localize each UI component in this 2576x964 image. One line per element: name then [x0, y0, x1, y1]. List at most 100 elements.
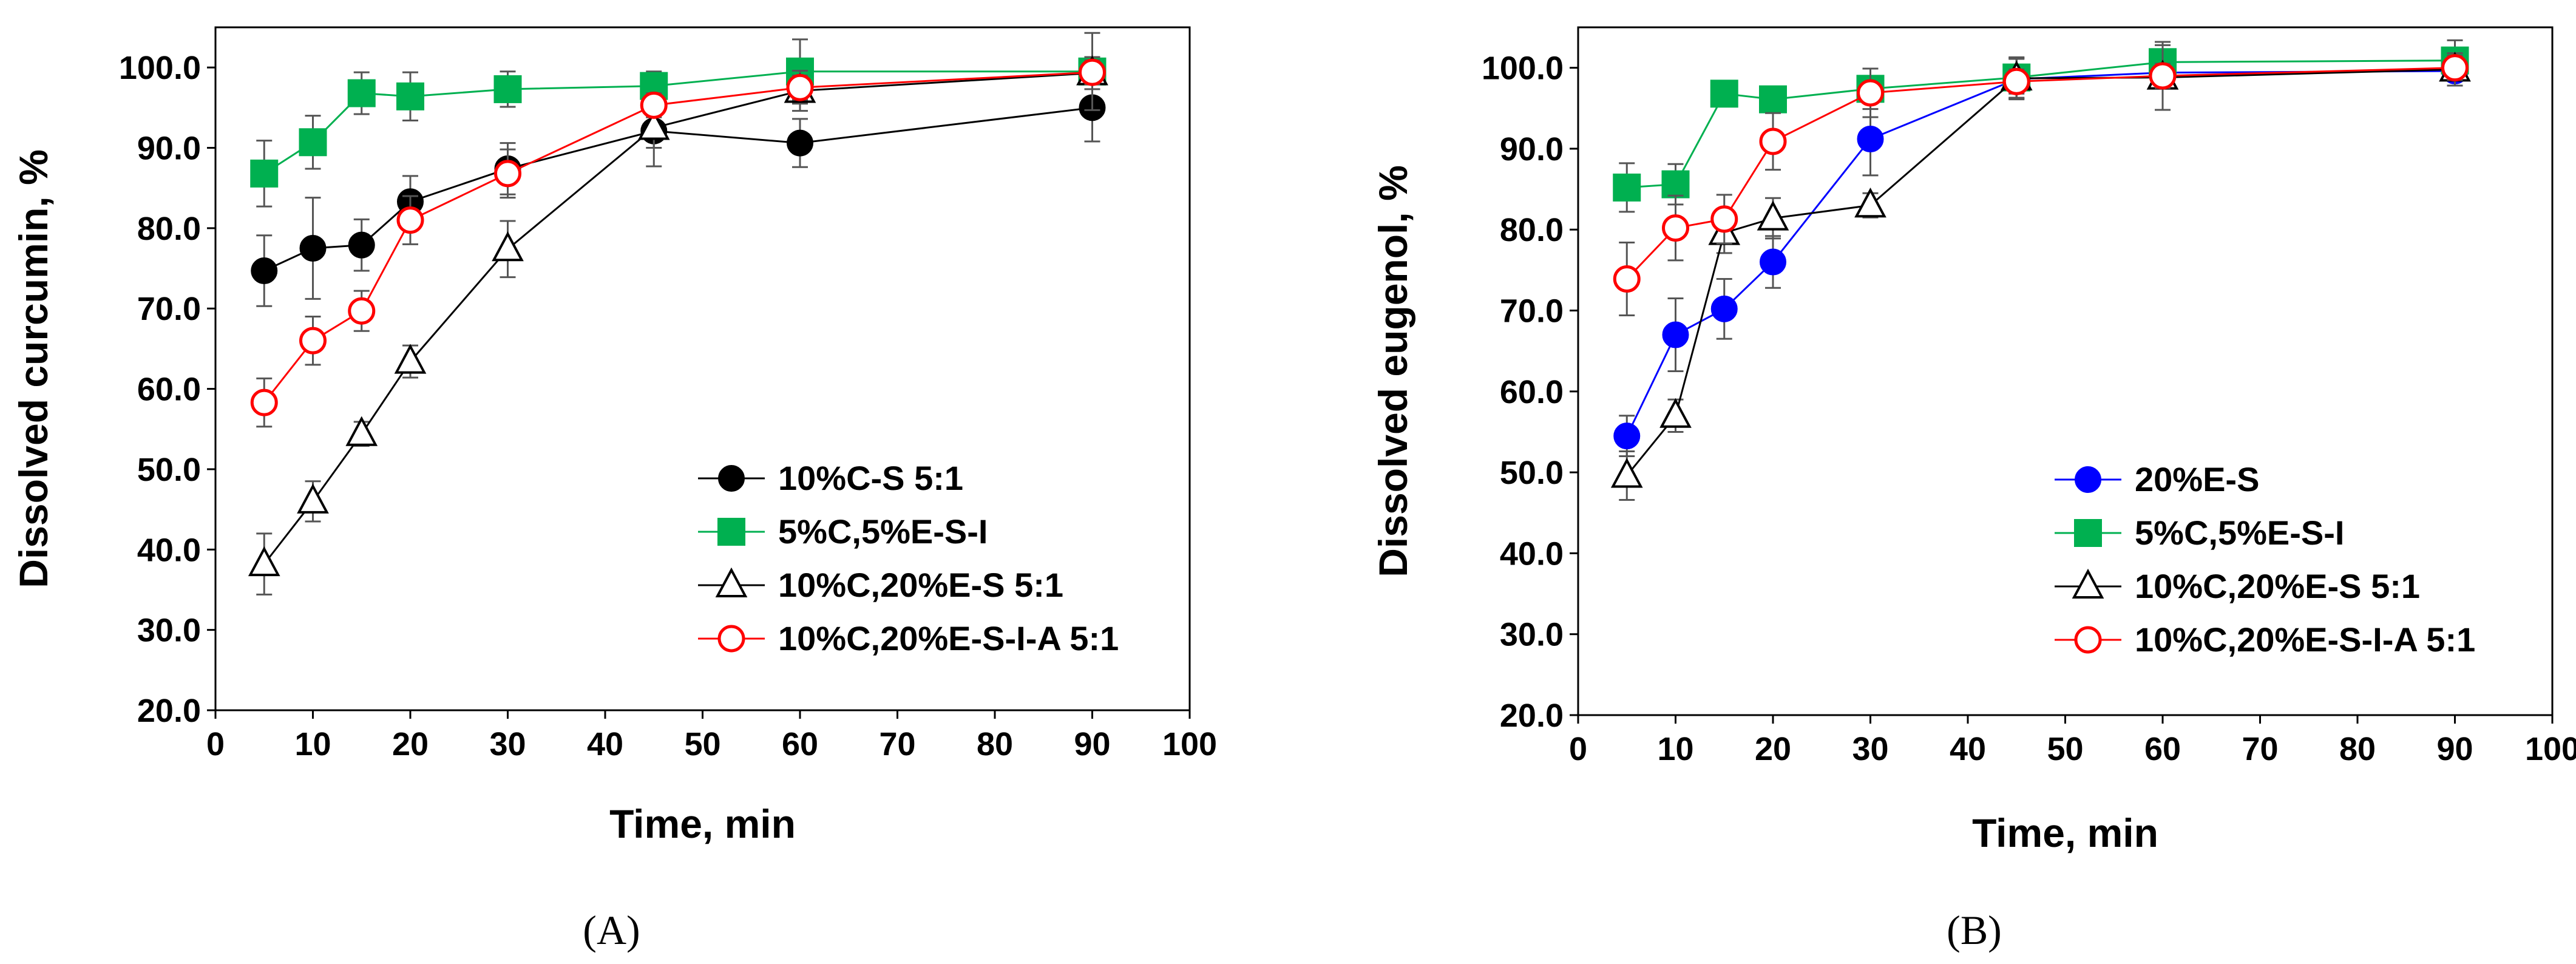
- data-point: [248, 546, 280, 577]
- x-tick-label: 100: [1162, 726, 1217, 762]
- data-point: [396, 82, 424, 110]
- series-1: [251, 73, 1106, 307]
- x-tick-label: 40: [587, 726, 623, 762]
- x-tick-label: 90: [1074, 726, 1110, 762]
- data-point: [786, 73, 814, 101]
- data-point: [1613, 173, 1641, 202]
- data-point: [2072, 568, 2104, 599]
- data-point: [637, 110, 670, 140]
- plot-frame: [214, 26, 1191, 711]
- data-point: [1760, 248, 1786, 276]
- x-tick-label: 80: [2339, 731, 2376, 767]
- y-tick-label: 30.0: [1500, 617, 1564, 653]
- data-point: [2074, 519, 2102, 547]
- x-axis-title: Time, min: [1972, 810, 2158, 855]
- data-point: [1857, 79, 1884, 107]
- series-line: [263, 72, 1093, 565]
- legend: 10%C-S 5:1 5%C,5%E-S-I 10%C,20%E-S 5:1 10%C…: [698, 459, 1119, 657]
- y-tick-label: 50.0: [1500, 455, 1564, 491]
- data-point: [2441, 54, 2469, 82]
- data-point: [1659, 398, 1692, 428]
- x-tick-label: 10: [294, 726, 331, 762]
- series-3: [1610, 44, 2471, 501]
- data-point: [345, 416, 378, 446]
- series-line: [1627, 59, 2455, 189]
- chart-panel-a: 0 10 20 30 40 50 60 70 80 90 100 20.0 30.0 40.0 50.0 60…: [11, 26, 1217, 953]
- data-point: [1662, 321, 1689, 348]
- series-line: [263, 106, 1093, 272]
- data-point: [718, 465, 745, 492]
- data-point: [717, 625, 745, 653]
- x-tick-label: 50: [2047, 731, 2083, 767]
- legend-label: 10%C,20%E-S-I-A 5:1: [2135, 620, 2475, 659]
- series-4: [250, 58, 1106, 428]
- data-point: [250, 389, 278, 416]
- data-point: [1662, 214, 1689, 242]
- data-point: [1710, 205, 1738, 233]
- y-tick-label: 100.0: [119, 50, 201, 86]
- data-point: [715, 567, 748, 597]
- y-tick-label: 40.0: [1500, 535, 1564, 572]
- y-tick-label: 90.0: [137, 131, 201, 167]
- data-point: [348, 297, 376, 325]
- data-point: [2075, 466, 2101, 493]
- data-point: [394, 344, 427, 374]
- data-point: [717, 518, 745, 546]
- data-point: [1857, 125, 1884, 152]
- x-tick-label: 70: [2242, 731, 2278, 767]
- series-line: [1626, 68, 2455, 477]
- series-2: [250, 32, 1107, 208]
- data-point: [493, 75, 522, 103]
- panel-label: (A): [583, 907, 640, 953]
- chart-panel-b: 0 10 20 30 40 50 60 70 80 90 100 20.0 30.0 40.0 50.0 60…: [1371, 26, 2576, 953]
- y-tick-label: 70.0: [137, 291, 201, 327]
- series-1: [1613, 57, 2469, 457]
- data-point: [1610, 458, 1643, 488]
- data-point: [492, 231, 524, 262]
- data-point: [2149, 62, 2177, 90]
- data-point: [348, 231, 375, 259]
- legend-label: 10%C,20%E-S 5:1: [778, 566, 1063, 604]
- x-tick-label: 90: [2436, 731, 2473, 767]
- y-tick-label: 20.0: [1500, 698, 1564, 734]
- y-tick-label: 90.0: [1500, 131, 1564, 168]
- data-point: [299, 128, 327, 157]
- y-tick-label: 80.0: [1500, 212, 1564, 248]
- data-point: [1613, 423, 1641, 450]
- series-line: [1626, 67, 2455, 280]
- x-tick-label: 60: [782, 726, 818, 762]
- x-tick-label: 0: [1569, 731, 1587, 767]
- data-point: [2002, 67, 2030, 95]
- data-point: [1759, 85, 1787, 114]
- x-tick-label: 100: [2525, 731, 2576, 767]
- data-point: [640, 91, 668, 119]
- legend-label: 10%C,20%E-S 5:1: [2135, 567, 2420, 605]
- y-axis-title: Dissolved eugenol, %: [1371, 165, 1415, 577]
- x-tick-label: 80: [977, 726, 1013, 762]
- data-point: [1710, 295, 1738, 322]
- y-tick-label: 60.0: [1500, 374, 1564, 410]
- data-point: [1759, 127, 1787, 155]
- y-tick-label: 50.0: [137, 452, 201, 488]
- data-point: [251, 257, 278, 285]
- y-tick-label: 70.0: [1500, 293, 1564, 330]
- y-tick-label: 80.0: [137, 211, 201, 247]
- data-point: [1710, 80, 1738, 108]
- data-point: [2074, 626, 2102, 654]
- y-tick-label: 60.0: [137, 372, 201, 408]
- series-line: [1625, 70, 2455, 436]
- legend-label: 10%C,20%E-S-I-A 5:1: [778, 619, 1119, 657]
- y-tick-label: 20.0: [137, 693, 201, 729]
- x-axis-title: Time, min: [609, 801, 796, 846]
- x-tick-label: 70: [879, 726, 915, 762]
- series-4: [1613, 54, 2469, 317]
- data-point: [299, 327, 327, 355]
- x-tick-label: 20: [1755, 731, 1791, 767]
- x-tick-label: 30: [1852, 731, 1888, 767]
- data-point: [299, 234, 327, 262]
- data-point: [1613, 265, 1641, 293]
- data-point: [1854, 188, 1886, 218]
- data-point: [297, 483, 329, 514]
- x-tick-label: 40: [1950, 731, 1986, 767]
